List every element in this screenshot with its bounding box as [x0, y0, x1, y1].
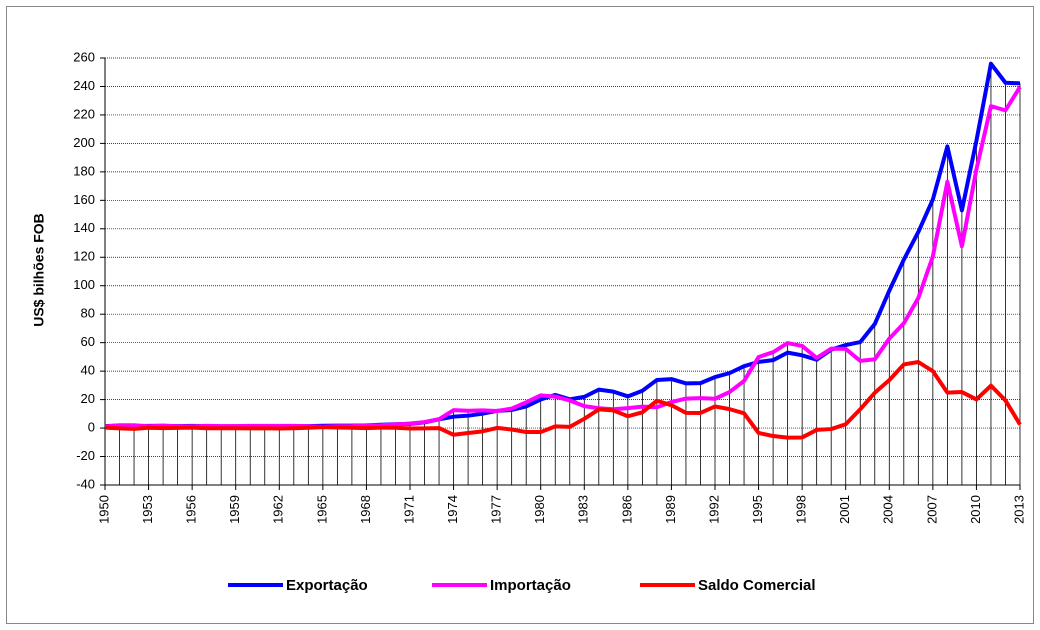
y-tick-label: 220 [73, 106, 95, 121]
x-tick-label: 1980 [532, 495, 547, 524]
legend-label: Saldo Comercial [698, 577, 816, 594]
y-tick-label: 80 [81, 306, 95, 321]
x-tick-label: 1965 [314, 495, 329, 524]
legend-label: Exportação [286, 577, 368, 594]
x-tick-label: 1977 [489, 495, 504, 524]
x-tick-label: 1959 [227, 495, 242, 524]
x-tick-label: 1974 [445, 495, 460, 524]
chart-frame [6, 6, 1034, 624]
y-tick-label: 40 [81, 363, 95, 378]
x-tick-label: 1962 [271, 495, 286, 524]
x-tick-label: 1992 [706, 495, 721, 524]
x-tick-label: 1989 [663, 495, 678, 524]
legend-label: Importação [490, 577, 571, 594]
y-tick-label: 200 [73, 135, 95, 150]
y-tick-label: 100 [73, 277, 95, 292]
x-tick-label: 1998 [794, 495, 809, 524]
series-line [104, 360, 1022, 440]
y-tick-label: 120 [73, 249, 95, 264]
series-line [104, 85, 1022, 429]
y-tick-label: 20 [81, 391, 95, 406]
x-tick-label: 1995 [750, 495, 765, 524]
x-tick-label: 1968 [358, 495, 373, 524]
y-tick-label: 160 [73, 192, 95, 207]
x-tick-label: 1971 [401, 495, 416, 524]
x-tick-label: 1983 [576, 495, 591, 524]
y-tick-label: 140 [73, 220, 95, 235]
x-tick-label: 1956 [184, 495, 199, 524]
y-tick-label: 260 [73, 49, 95, 64]
x-tick-label: 1953 [140, 495, 155, 524]
x-tick-label: 2007 [924, 495, 939, 524]
x-tick-label: 2013 [1011, 495, 1026, 524]
y-axis-title: US$ bilhões FOB [31, 213, 47, 327]
x-tick-label: 1986 [619, 495, 634, 524]
x-tick-label: 1950 [96, 495, 111, 524]
x-tick-label: 2010 [968, 495, 983, 524]
x-tick-label: 2001 [837, 495, 852, 524]
x-tick-label: 2004 [881, 495, 896, 524]
y-tick-label: 240 [73, 78, 95, 93]
y-tick-label: -20 [76, 448, 95, 463]
y-tick-label: -40 [76, 476, 95, 491]
y-tick-label: 0 [88, 420, 95, 435]
y-tick-label: 60 [81, 334, 95, 349]
y-tick-label: 180 [73, 163, 95, 178]
